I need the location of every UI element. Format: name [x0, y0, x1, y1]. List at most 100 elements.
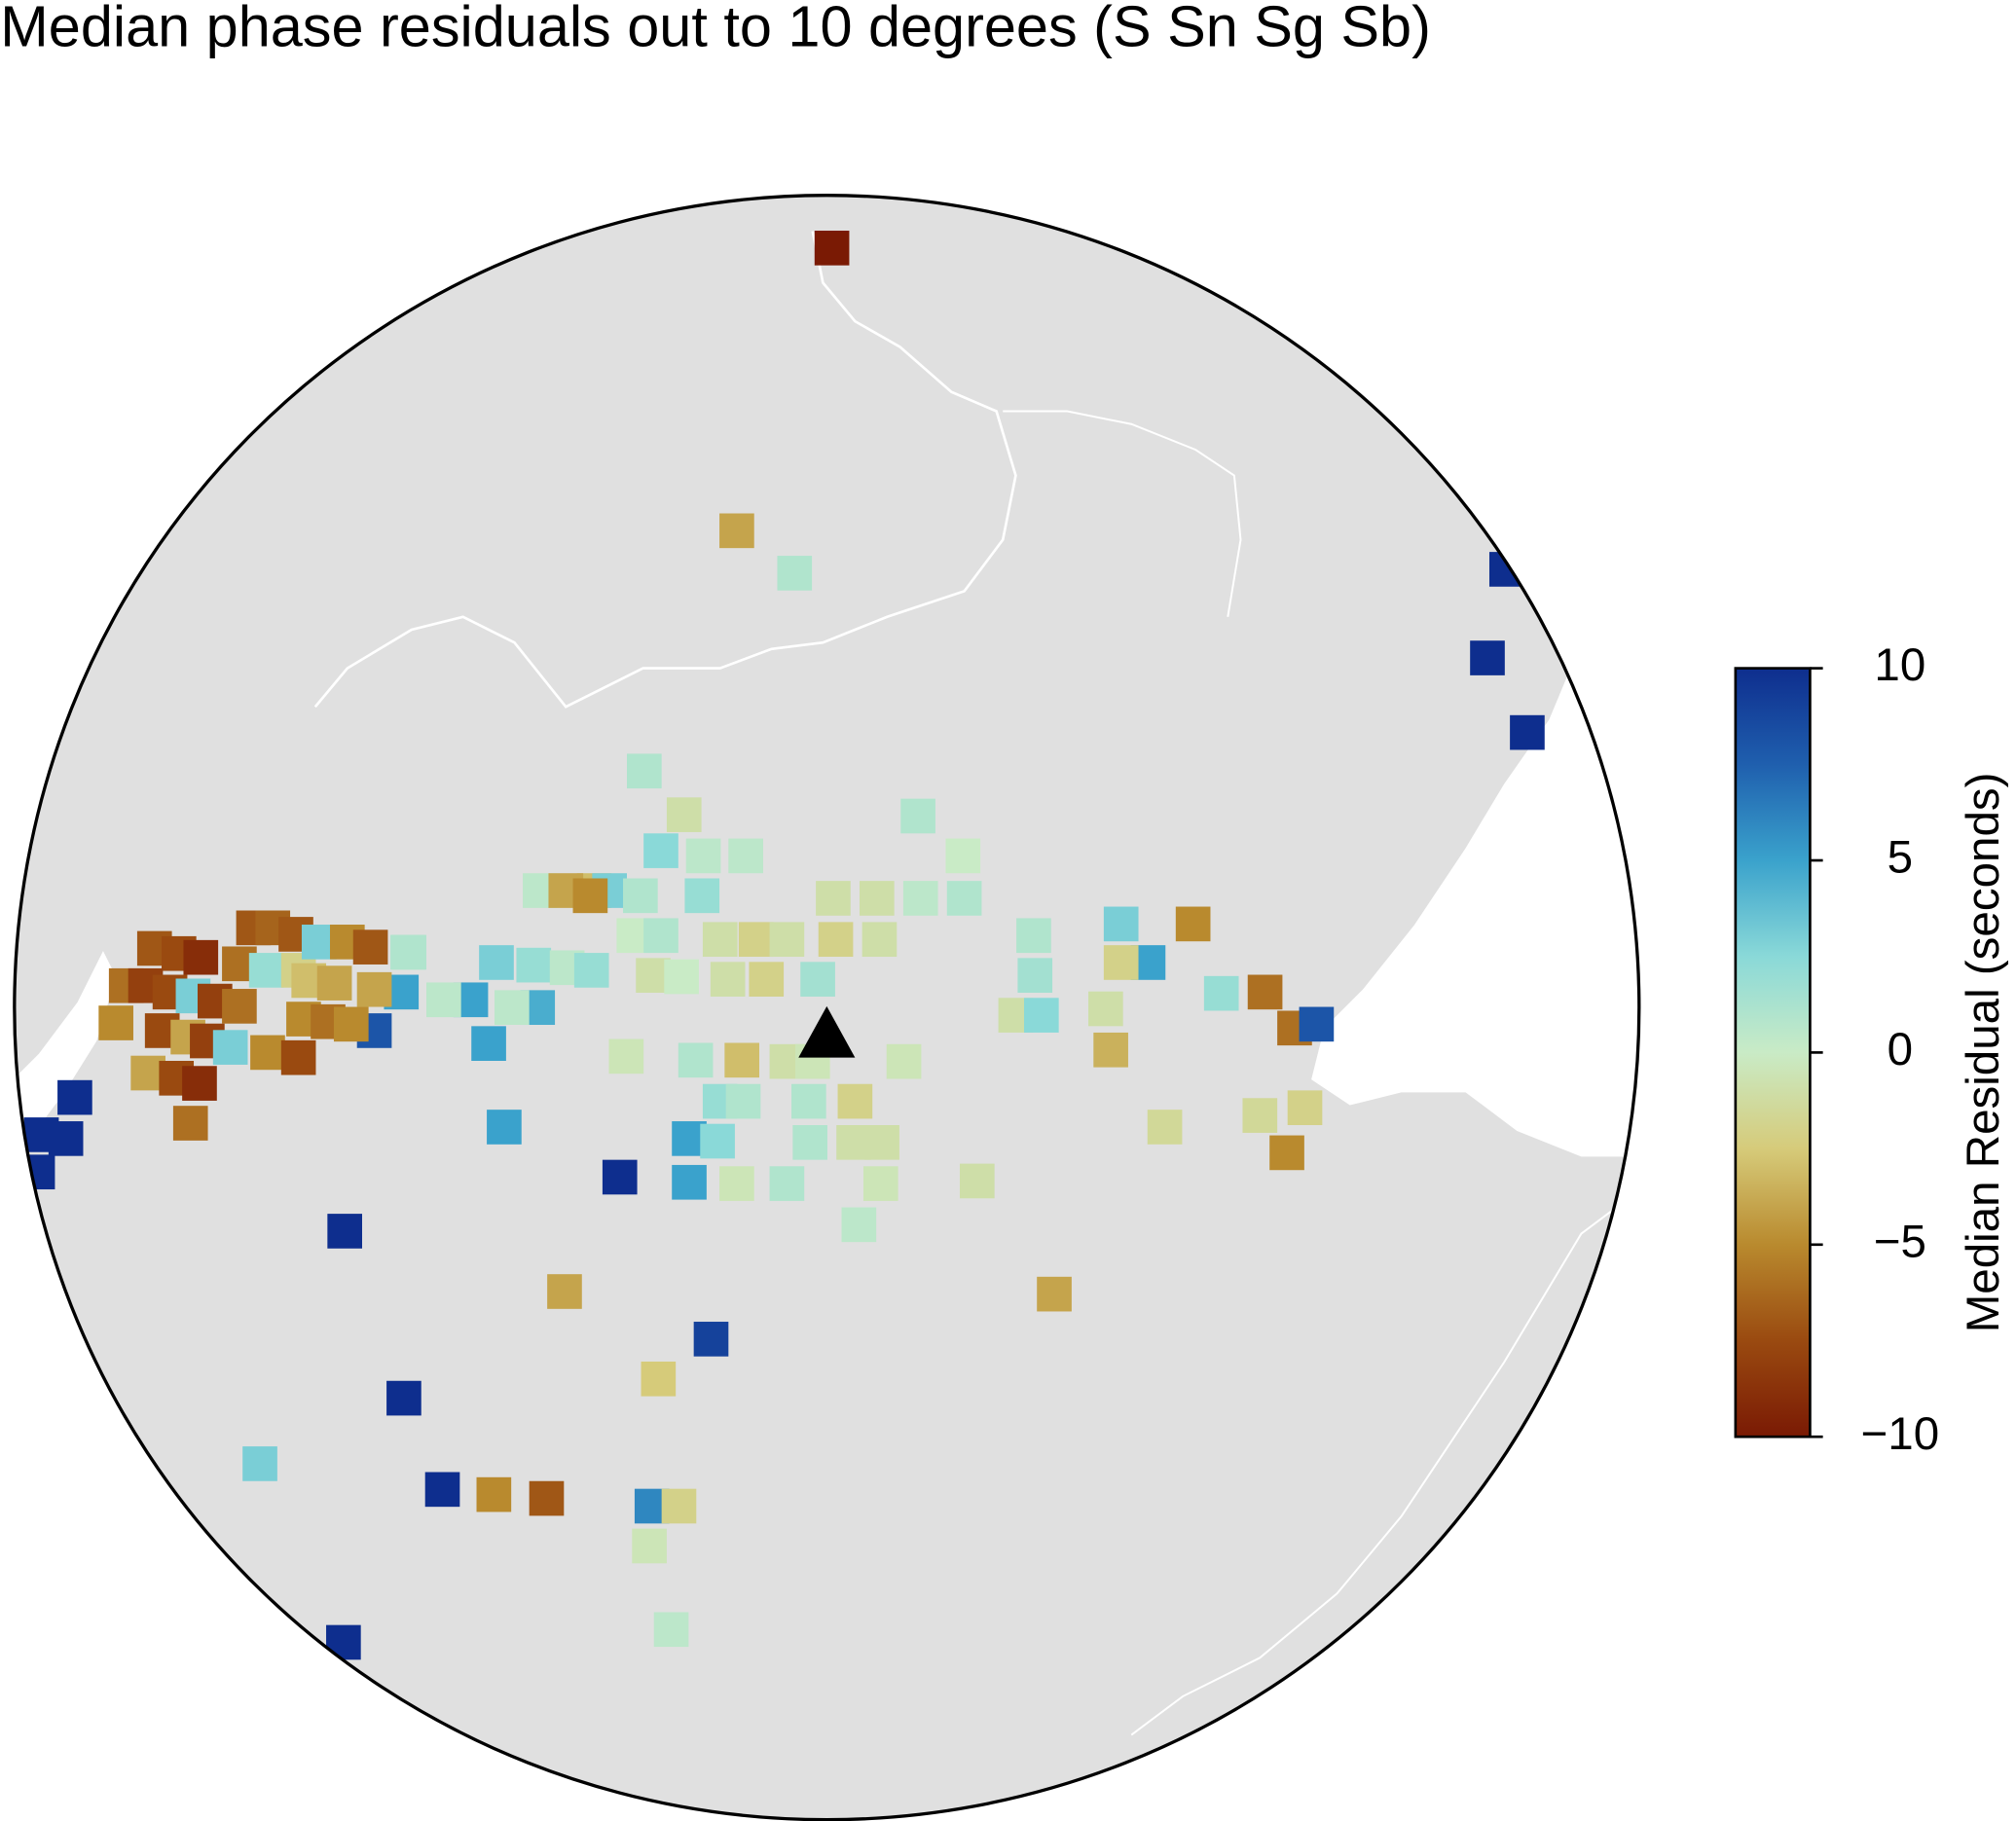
station — [48, 1121, 84, 1156]
station — [632, 1528, 667, 1564]
station — [627, 753, 662, 789]
station — [725, 1083, 761, 1119]
station — [1470, 640, 1505, 675]
station — [608, 1038, 644, 1074]
colorbar-tick-label: 10 — [1874, 639, 1925, 691]
station — [426, 982, 461, 1018]
station — [1093, 1032, 1128, 1068]
station — [862, 1166, 898, 1201]
station — [424, 1472, 460, 1508]
station — [946, 881, 982, 916]
station — [1017, 958, 1053, 994]
river — [1003, 410, 1242, 617]
station — [841, 1207, 877, 1243]
station — [316, 965, 352, 1001]
colorbar-tick-label: −5 — [1874, 1216, 1926, 1267]
station — [547, 1274, 582, 1309]
colorbar-tick-label: 0 — [1888, 1024, 1913, 1075]
station — [959, 1163, 995, 1199]
station — [1016, 918, 1051, 954]
station — [516, 947, 552, 983]
station — [333, 1006, 369, 1042]
station — [1147, 1110, 1183, 1145]
stations — [19, 231, 1545, 1660]
station — [684, 878, 720, 914]
station — [573, 953, 609, 988]
station — [837, 1083, 873, 1119]
map-title: Median phase residuals out to 10 degrees… — [0, 0, 1431, 58]
station — [861, 922, 898, 958]
station — [280, 1039, 316, 1075]
station — [693, 1322, 729, 1357]
river — [313, 231, 1017, 709]
station — [1510, 714, 1545, 750]
station — [700, 1123, 735, 1159]
station — [728, 838, 763, 874]
sea-area — [14, 951, 117, 1209]
station — [57, 1079, 92, 1115]
station — [19, 1154, 55, 1190]
station — [710, 962, 746, 997]
station — [1175, 906, 1211, 942]
station — [672, 1164, 707, 1200]
station — [653, 1612, 689, 1648]
station — [678, 1042, 714, 1078]
station — [602, 1159, 638, 1195]
station — [1203, 975, 1239, 1011]
station — [572, 878, 608, 914]
colorbar-tick-label: −10 — [1861, 1408, 1940, 1460]
station — [724, 1042, 760, 1078]
station — [390, 934, 425, 970]
station — [814, 231, 850, 266]
station — [641, 1361, 677, 1397]
station — [902, 881, 938, 916]
station — [1024, 998, 1059, 1033]
station — [900, 798, 935, 834]
station — [183, 939, 219, 975]
station — [749, 962, 785, 997]
station — [356, 971, 392, 1007]
station — [248, 953, 284, 988]
station — [864, 1125, 899, 1160]
station — [661, 1488, 697, 1524]
station — [222, 989, 257, 1024]
sea-area — [1311, 642, 1639, 1157]
station — [719, 513, 754, 549]
station — [1037, 1276, 1072, 1312]
colorbar-tick-label: 5 — [1888, 832, 1913, 884]
station — [643, 918, 678, 954]
station — [172, 1106, 208, 1141]
station — [212, 1030, 248, 1065]
station — [769, 1166, 805, 1201]
station — [643, 833, 678, 868]
station — [529, 1480, 565, 1516]
station — [769, 922, 805, 958]
station — [1088, 991, 1123, 1027]
globe-outline — [13, 194, 1641, 1821]
coastline — [1130, 1194, 1633, 1736]
station — [1299, 1006, 1335, 1042]
station — [386, 1380, 422, 1416]
station — [495, 990, 530, 1026]
station — [886, 1043, 922, 1079]
station — [1242, 1098, 1278, 1133]
station — [182, 1066, 217, 1101]
station — [738, 922, 774, 958]
station — [352, 929, 388, 965]
colorbar — [1734, 667, 1812, 1439]
station — [945, 838, 981, 874]
station — [685, 838, 721, 874]
station — [98, 1005, 133, 1040]
station — [792, 1125, 827, 1160]
station — [1269, 1135, 1304, 1171]
station — [702, 922, 738, 958]
station — [326, 1624, 361, 1660]
station — [1103, 945, 1139, 980]
station — [1247, 974, 1283, 1010]
station — [479, 945, 514, 980]
station — [327, 1214, 363, 1249]
station — [777, 556, 813, 591]
station — [818, 922, 854, 958]
